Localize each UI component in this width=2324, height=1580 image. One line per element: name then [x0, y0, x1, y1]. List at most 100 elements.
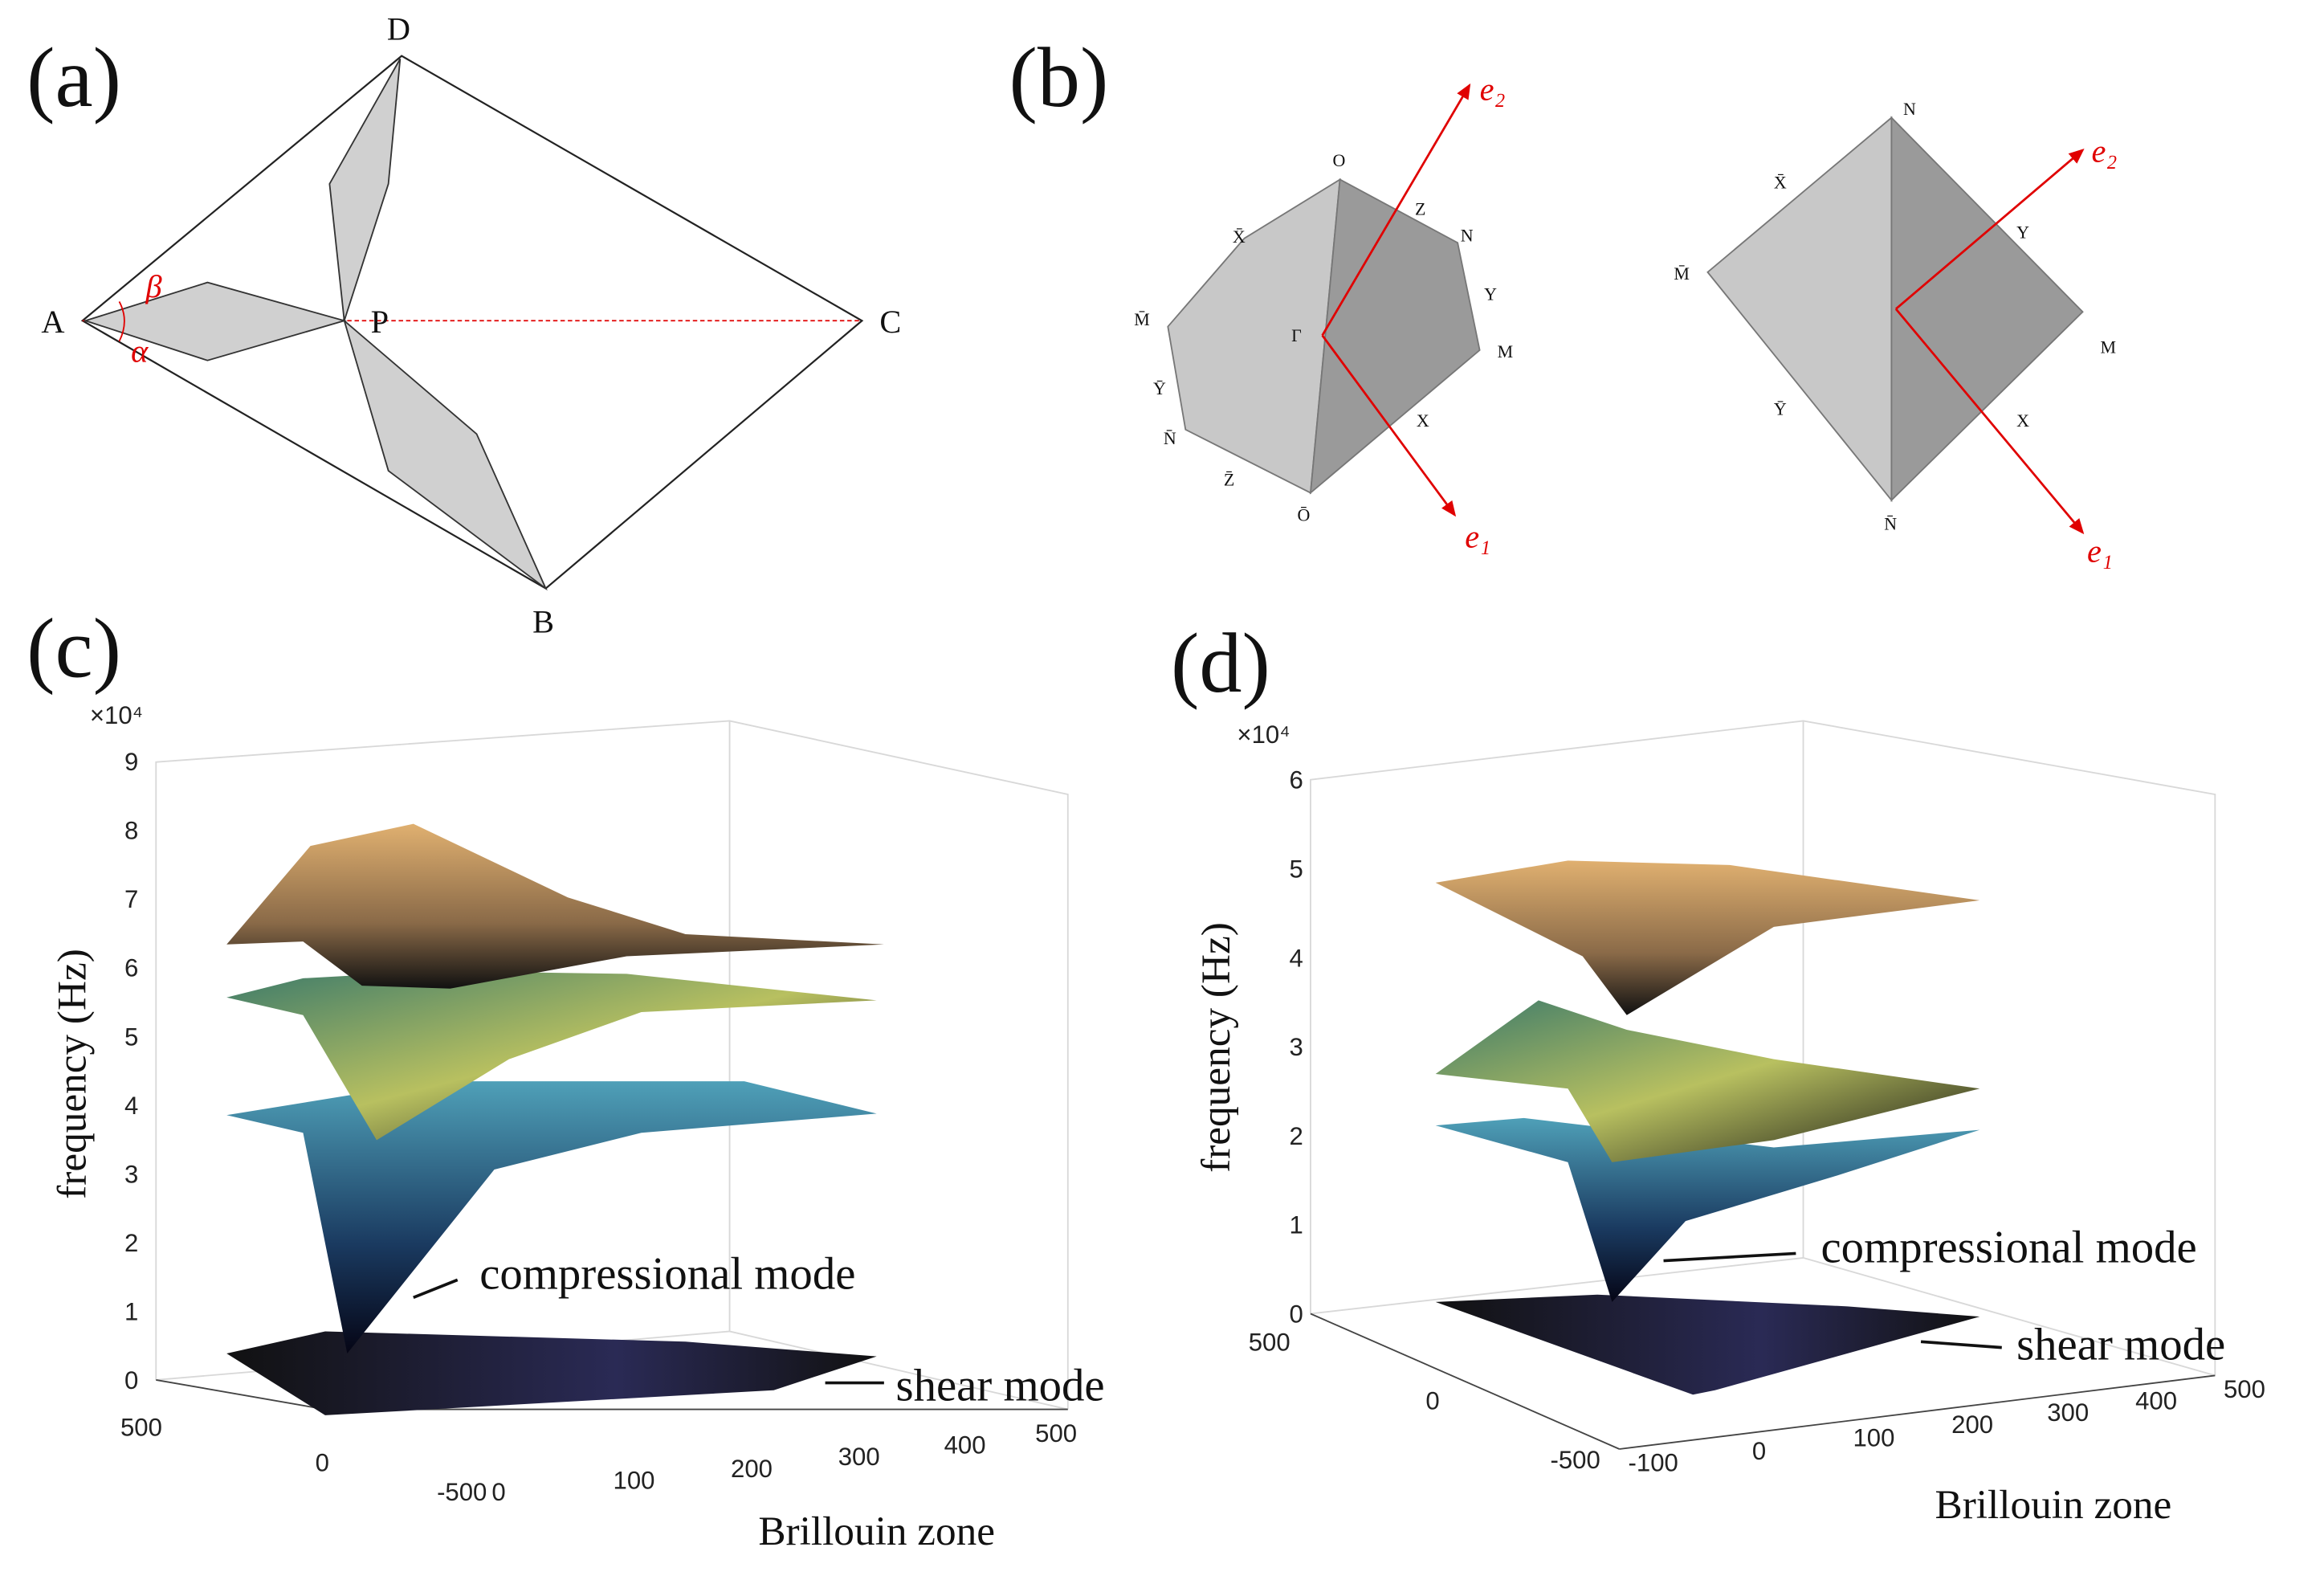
tick-label: 2: [124, 1229, 138, 1257]
point-label: A: [41, 304, 64, 340]
pointer: [413, 1278, 459, 1300]
point-label: N̄: [1884, 513, 1897, 533]
point-label: P: [371, 304, 389, 340]
angle-arc: [118, 301, 125, 342]
tick-label: 0: [1425, 1387, 1439, 1415]
point-label: Ȳ: [1774, 398, 1787, 418]
point-label: M: [2100, 337, 2116, 357]
point-label: N: [1903, 99, 1916, 119]
point-label: N̄: [1164, 428, 1176, 448]
tick-label: 300: [838, 1443, 880, 1471]
point-label: O: [1332, 150, 1345, 170]
tick-label: 4: [124, 1092, 138, 1120]
pointer: [1663, 1251, 1796, 1263]
tick-label: 500: [2224, 1375, 2265, 1403]
point-label: Γ: [1291, 325, 1302, 345]
tick-label: 500: [120, 1414, 162, 1442]
tick-label: 5: [1290, 855, 1303, 883]
tick-label: -100: [1629, 1448, 1678, 1476]
point-label: M̄: [1134, 309, 1150, 329]
tick-label: 300: [2047, 1398, 2089, 1427]
multiplier: ×10⁴: [90, 701, 143, 729]
tick-label: 0: [124, 1366, 138, 1394]
multiplier: ×10⁴: [1237, 721, 1290, 749]
tick-label: -500: [437, 1478, 487, 1506]
panel-label: (a): [27, 30, 121, 125]
annotation: shear mode: [896, 1361, 1105, 1411]
point-label: M: [1498, 341, 1514, 361]
angle-label: β: [145, 268, 161, 304]
tick-label: 0: [491, 1478, 505, 1506]
panel-label: (c): [27, 600, 121, 695]
surface: [1435, 860, 1980, 1015]
zone-light: [1167, 178, 1341, 494]
surface: [1435, 1294, 1980, 1395]
annotation: shear mode: [2016, 1319, 2225, 1370]
annotation: compressional mode: [479, 1248, 855, 1299]
panel-label: (d): [1171, 615, 1270, 710]
surface: [226, 1081, 877, 1353]
surface: [226, 1331, 877, 1415]
tick-label: 4: [1290, 944, 1303, 972]
tick-label: 0: [1752, 1437, 1766, 1465]
tick-label: 6: [124, 954, 138, 982]
point-label: X: [2016, 410, 2029, 431]
arrow: [1894, 308, 2085, 535]
tick-label: 500: [1249, 1328, 1290, 1356]
rhombus: [80, 55, 864, 590]
axis-label: e₂: [1480, 71, 1506, 108]
axes-box: [155, 720, 1069, 1411]
zone-light: [1706, 116, 1893, 503]
annotation: compressional mode: [1820, 1222, 2196, 1272]
pointer: [1920, 1340, 2002, 1349]
tick-label: 1: [1290, 1211, 1303, 1239]
zone-dark: [1890, 116, 2084, 502]
tick-label: 0: [316, 1448, 329, 1476]
panel-b: (b) O Z N Y M X Γ X̄ M̄ Ȳ N̄ Z̄ Ō e₂ e₁ …: [1009, 30, 2118, 570]
y-axis-label: frequency (Hz): [49, 949, 95, 1199]
petal: [328, 58, 402, 321]
point-label: C: [879, 304, 901, 340]
tick-label: 9: [124, 748, 138, 776]
tick-label: 0: [1290, 1300, 1303, 1328]
tick-label: 6: [1290, 766, 1303, 794]
point-label: B: [532, 604, 554, 640]
point-label: X: [1417, 410, 1429, 431]
point-label: Z: [1415, 198, 1425, 218]
panel-d: (d) ×10⁴ frequency (Hz) Brillouin zone c…: [1171, 615, 2225, 1528]
point-label: D: [387, 10, 410, 47]
tick-label: 400: [2135, 1387, 2177, 1415]
panel-a: (a) A D C B P β α: [27, 10, 901, 639]
point-label: N: [1461, 225, 1474, 245]
axis-label: e₁: [1465, 518, 1490, 554]
surface: [1435, 1000, 1980, 1162]
tick-label: 200: [1951, 1411, 1993, 1439]
surface: [226, 970, 877, 1141]
tick-label: 1: [124, 1297, 138, 1325]
axes-box: [1310, 720, 2216, 1450]
tick-label: 3: [124, 1160, 138, 1188]
point-label: Y: [2016, 223, 2029, 243]
panel-c: (c) ×10⁴ frequency (Hz) Brillouin zone c…: [27, 600, 1104, 1554]
x-axis-label: Brillouin zone: [1935, 1482, 2172, 1528]
tick-label: 500: [1035, 1419, 1077, 1447]
point-label: Ō: [1297, 504, 1310, 525]
tick-label: 400: [944, 1431, 986, 1459]
tick-label: 100: [1853, 1423, 1894, 1451]
petal: [342, 318, 548, 591]
axis-label: e₂: [2091, 133, 2117, 169]
x-axis-label: Brillouin zone: [758, 1509, 995, 1554]
tick-label: 2: [1290, 1122, 1303, 1150]
zone-dark: [1309, 178, 1481, 495]
arrow: [1321, 83, 1471, 337]
tick-label: -500: [1550, 1446, 1600, 1474]
tick-label: 5: [124, 1023, 138, 1051]
point-label: X̄: [1774, 172, 1787, 192]
point-label: M̄: [1674, 263, 1690, 284]
point-label: Z̄: [1224, 469, 1234, 489]
tick-label: 100: [614, 1466, 655, 1494]
arrow: [1895, 149, 2085, 310]
point-label: X̄: [1233, 227, 1246, 247]
tick-label: 200: [731, 1455, 773, 1483]
